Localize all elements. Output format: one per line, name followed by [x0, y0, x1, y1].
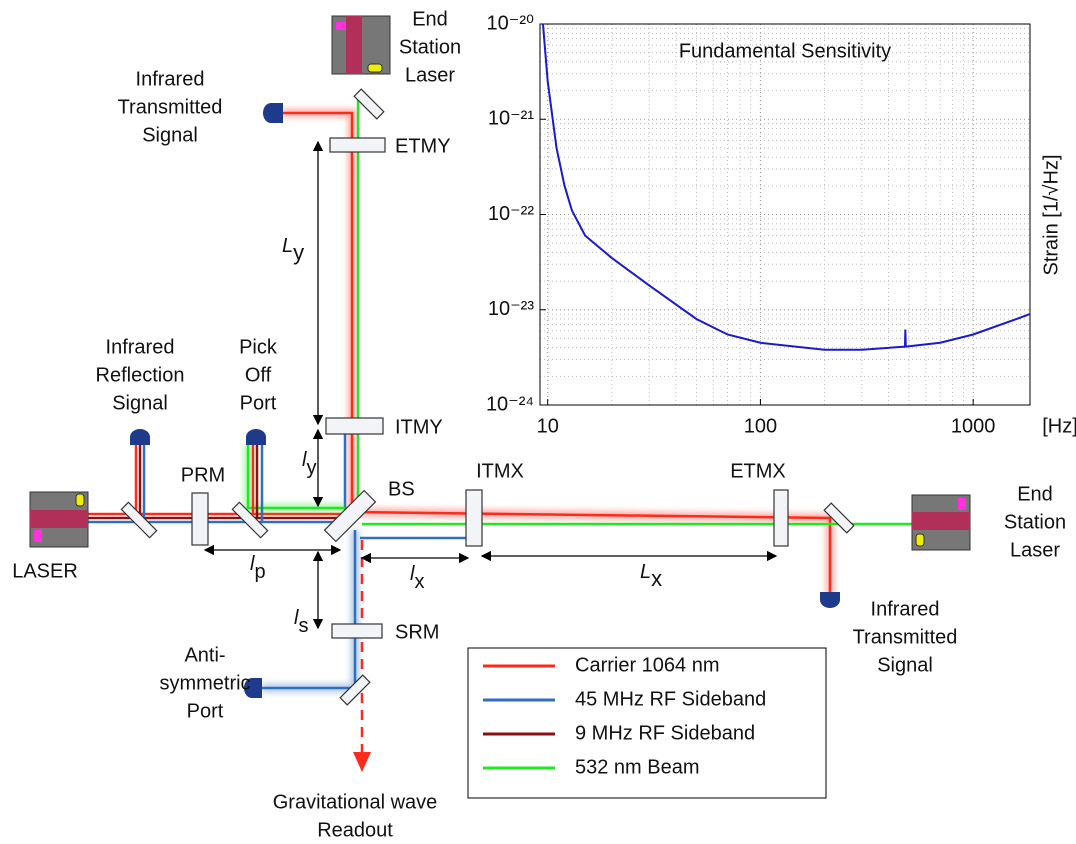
legend-box — [467, 647, 827, 799]
label: Transmitted — [853, 626, 958, 648]
length-label: lx — [410, 563, 424, 593]
mirror-etmx — [773, 489, 789, 547]
mirror-bs — [323, 489, 377, 543]
label: Infrared — [871, 598, 940, 620]
length-symbol: L — [282, 235, 293, 257]
length-symbol: l — [302, 449, 307, 471]
y-tick-label: 10⁻²⁰ — [487, 12, 534, 34]
plot-frame — [539, 23, 1031, 406]
legend: Carrier 1064 nm 45 MHz RF Sideband 9 MHz R… — [467, 647, 827, 799]
detector — [130, 429, 150, 445]
beams — [88, 100, 912, 772]
length-symbol: l — [250, 553, 255, 575]
length-label: ls — [294, 607, 308, 637]
length-label: Ly — [282, 235, 304, 265]
label: ITMY — [395, 416, 443, 438]
label: Signal — [112, 392, 168, 414]
label: Laser — [405, 64, 455, 86]
mirror-pickoff — [120, 501, 158, 539]
label: Readout — [317, 819, 393, 841]
label: Anti- — [184, 644, 225, 666]
label: Laser — [1010, 539, 1060, 561]
mirror-pickoff — [231, 501, 269, 539]
label: Port — [240, 392, 277, 414]
detector — [244, 678, 262, 698]
laser-device — [911, 494, 971, 551]
label: LASER — [12, 560, 78, 582]
legend-label: 45 MHz RF Sideband — [575, 688, 766, 710]
mirror-srm — [331, 623, 383, 639]
labels: End Station Laser Infrared Transmitted Signal… — [12, 8, 1066, 841]
label: ETMX — [730, 460, 786, 482]
label: PRM — [181, 464, 225, 486]
label: End — [412, 8, 448, 30]
x-tick-label: 1000 — [951, 415, 996, 437]
length-label: ly — [302, 449, 316, 479]
sensitivity-chart: 10 100 1000 10⁻²⁴ 10⁻²³ 10⁻²² 10⁻²¹ 10⁻²⁰ Fundam… — [486, 12, 1076, 437]
beam — [246, 445, 345, 510]
label: BS — [388, 478, 415, 500]
label: Station — [1004, 511, 1066, 533]
length-label: lp — [250, 553, 266, 583]
beam — [262, 530, 357, 690]
y-tick-label: 10⁻²¹ — [488, 108, 534, 130]
chart-title: Fundamental Sensitivity — [679, 40, 891, 62]
label: Pick — [239, 336, 278, 358]
y-tick-label: 10⁻²³ — [488, 298, 534, 320]
length-symbol: L — [640, 561, 651, 583]
legend-label: 9 MHz RF Sideband — [575, 722, 755, 744]
label: End — [1017, 483, 1053, 505]
label: Infrared — [106, 336, 175, 358]
length-label: Lx — [640, 561, 662, 591]
detector — [820, 592, 840, 608]
length-subscript: y — [293, 240, 304, 265]
y-tick-label: 10⁻²⁴ — [486, 393, 534, 415]
label: Off — [245, 364, 272, 386]
x-tick-label: 10 — [537, 415, 559, 437]
label: Infrared — [136, 68, 205, 90]
mirror-pickoff — [339, 674, 371, 706]
beam — [283, 111, 354, 512]
label: symmetric — [159, 672, 250, 694]
label: Gravitational wave — [273, 791, 438, 813]
label: Port — [187, 700, 224, 722]
detector — [263, 103, 283, 123]
x-axis-unit: [Hz] — [1042, 415, 1076, 437]
x-tick-label: 100 — [744, 415, 777, 437]
laser-device — [29, 491, 89, 548]
length-subscript: y — [306, 457, 316, 479]
label: SRM — [395, 621, 439, 643]
laser-device — [331, 15, 391, 75]
y-axis-label: Strain [1/√Hz] — [1040, 154, 1062, 275]
label: Signal — [877, 654, 933, 676]
optics — [29, 15, 971, 706]
length-subscript: s — [298, 615, 308, 637]
mirror-itmx — [465, 489, 483, 547]
label: Transmitted — [118, 96, 223, 118]
label: Reflection — [96, 364, 185, 386]
y-tick-label: 10⁻²² — [488, 203, 534, 225]
beam-glow — [262, 530, 360, 693]
label: Signal — [142, 124, 198, 146]
label: ETMY — [395, 135, 451, 157]
length-symbol: l — [294, 607, 299, 629]
length-subscript: x — [651, 566, 662, 591]
length-subscript: p — [254, 561, 265, 583]
legend-label: 532 nm Beam — [575, 756, 700, 778]
legend-label: Carrier 1064 nm — [575, 654, 720, 676]
label: ITMX — [476, 460, 524, 482]
length-symbol: l — [410, 563, 415, 585]
mirror-etmy — [329, 137, 386, 153]
mirror-itmy — [325, 417, 384, 435]
length-subscript: x — [414, 571, 424, 593]
mirror-pickoff — [353, 88, 385, 120]
sensitivity-curve — [541, 23, 1031, 351]
beam — [351, 510, 832, 594]
readout-arrow — [353, 752, 371, 772]
detector — [246, 429, 266, 445]
mirror-prm — [191, 492, 209, 546]
mirror-pickoff — [823, 502, 855, 534]
label: Station — [399, 36, 461, 58]
